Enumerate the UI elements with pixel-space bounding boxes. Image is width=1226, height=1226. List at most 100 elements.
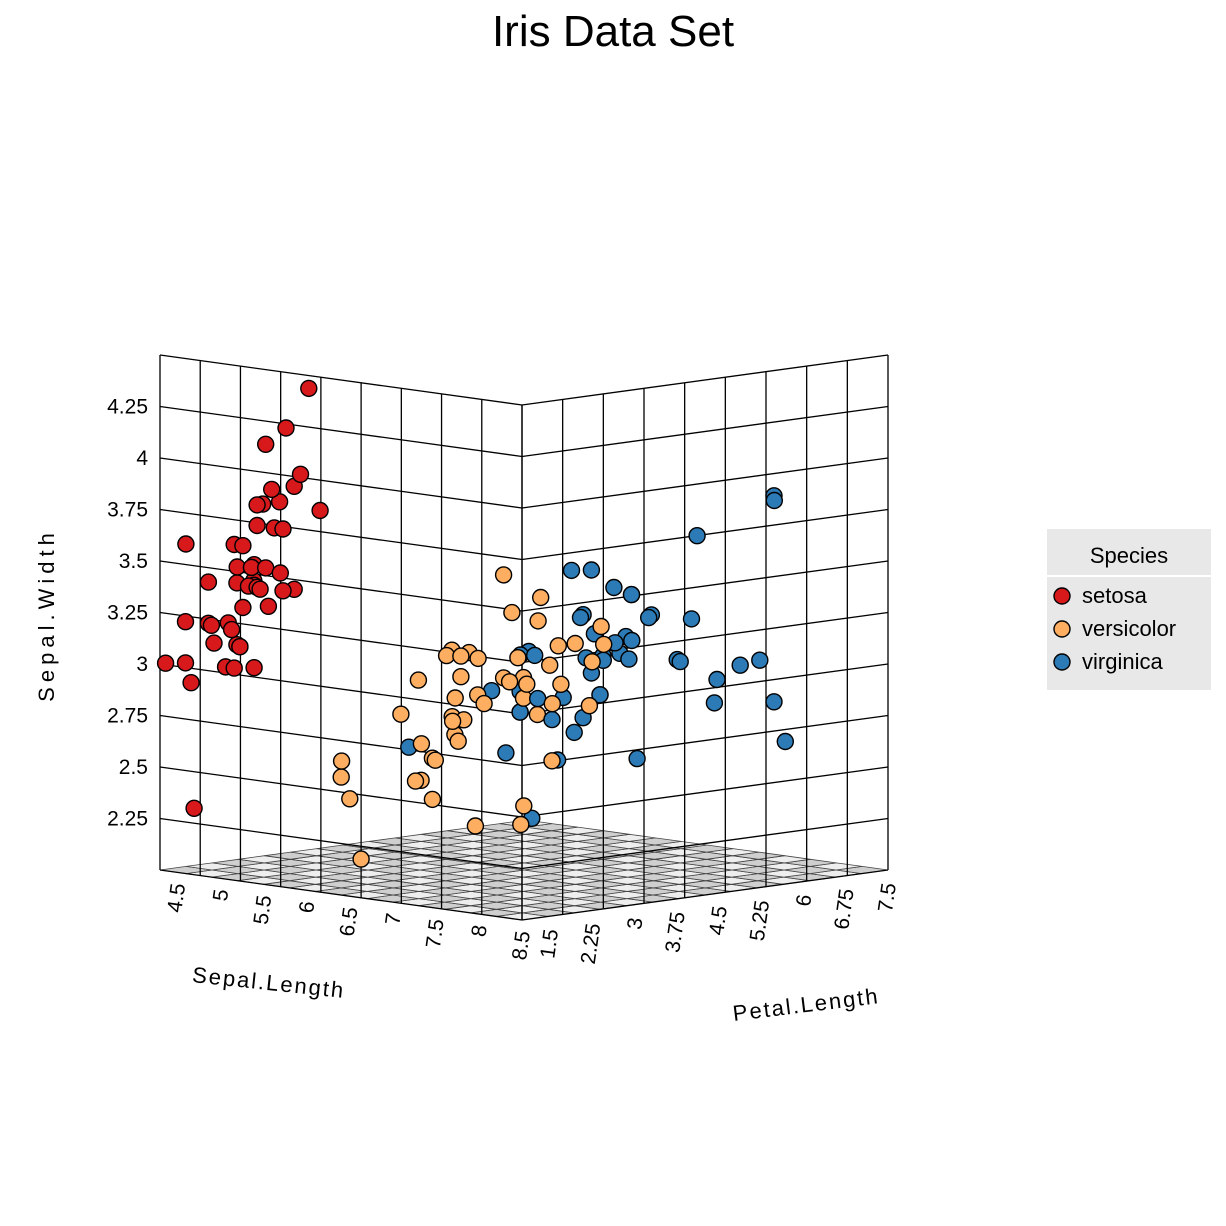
x-tick-label: 7 — [381, 912, 405, 927]
point-versicolor — [515, 797, 533, 815]
point-versicolor — [543, 695, 561, 713]
point-versicolor — [452, 668, 470, 686]
point-virginica — [571, 608, 590, 627]
point-setosa — [291, 465, 310, 483]
point-versicolor — [466, 817, 485, 835]
legend: Species setosa versicolor virginica — [1047, 529, 1211, 690]
point-setosa — [234, 598, 252, 617]
point-versicolor — [541, 656, 559, 674]
point-versicolor — [580, 697, 599, 715]
right-wall-hline — [521, 817, 889, 870]
point-versicolor — [566, 634, 584, 653]
y-tick-label: 2.5 — [119, 756, 148, 779]
point-versicolor — [332, 768, 350, 786]
point-virginica — [671, 652, 689, 671]
point-versicolor — [552, 675, 570, 693]
legend-key-virginica — [1053, 653, 1071, 671]
left-wall-hline — [159, 714, 523, 767]
point-versicolor — [475, 694, 493, 713]
point-setosa — [248, 516, 266, 535]
point-virginica — [731, 656, 749, 674]
point-virginica — [529, 689, 547, 708]
data-points — [156, 379, 794, 868]
y-tick-label: 3 — [136, 653, 148, 676]
legend-label-setosa: setosa — [1082, 583, 1148, 608]
x-tick-label: 8 — [467, 924, 491, 939]
point-versicolor — [409, 671, 428, 689]
y-tick-label: 4 — [136, 447, 148, 470]
point-versicolor — [509, 649, 527, 667]
left-wall-hline — [159, 766, 523, 818]
point-versicolor — [412, 735, 431, 753]
point-setosa — [202, 616, 221, 634]
point-versicolor — [406, 772, 425, 790]
point-setosa — [231, 638, 249, 656]
left-wall-hline — [159, 508, 523, 561]
right-wall-hline — [521, 560, 889, 612]
point-virginica — [562, 561, 581, 580]
legend-background — [1047, 529, 1211, 690]
point-setosa — [245, 659, 263, 677]
point-virginica — [765, 693, 783, 711]
y-tick-label: 2.25 — [107, 808, 148, 831]
point-virginica — [622, 585, 641, 604]
point-setosa — [274, 582, 292, 600]
y-tick-label: 3.5 — [119, 550, 148, 573]
z-tick-label: 5.25 — [746, 899, 774, 943]
z-tick-label: 2.25 — [577, 922, 605, 966]
x-tick-label: 6.5 — [336, 906, 363, 938]
point-virginica — [708, 670, 726, 689]
point-setosa — [234, 537, 252, 555]
point-virginica — [497, 744, 515, 762]
left-wall-hline — [159, 405, 523, 458]
point-versicolor — [452, 647, 470, 665]
point-virginica — [620, 650, 638, 668]
point-versicolor — [426, 751, 444, 769]
point-versicolor — [392, 705, 410, 723]
point-versicolor — [469, 649, 487, 668]
point-setosa — [248, 496, 266, 514]
point-versicolor — [512, 815, 530, 834]
y-tick-label: 4.25 — [107, 396, 148, 419]
point-virginica — [765, 491, 783, 510]
left-wall-hline — [159, 354, 523, 406]
z-tick-label: 3 — [623, 916, 647, 931]
point-setosa — [228, 558, 246, 576]
chart-title: Iris Data Set — [492, 7, 734, 56]
point-setosa — [300, 379, 318, 398]
point-versicolor — [423, 790, 442, 809]
point-virginica — [705, 694, 724, 712]
x-tick-label: 7.5 — [422, 918, 449, 950]
point-setosa — [274, 520, 292, 538]
point-virginica — [751, 651, 769, 669]
point-versicolor — [518, 675, 536, 693]
z-tick-label: 4.5 — [705, 905, 732, 937]
point-versicolor — [494, 566, 513, 584]
point-versicolor — [549, 637, 567, 655]
point-versicolor — [332, 752, 351, 770]
point-versicolor — [583, 653, 601, 671]
z-tick-label: 6 — [792, 893, 816, 908]
left-wall-hline — [159, 869, 523, 921]
point-virginica — [682, 610, 701, 628]
point-setosa — [251, 580, 269, 598]
right-wall-hline — [521, 714, 889, 767]
point-setosa — [257, 435, 275, 453]
point-virginica — [591, 686, 609, 704]
point-setosa — [177, 535, 195, 553]
left-wall-hline — [159, 457, 523, 509]
right-wall-hline — [521, 869, 889, 921]
point-setosa — [156, 654, 175, 672]
x-tick-label: 4.5 — [163, 882, 190, 914]
point-setosa — [182, 674, 200, 692]
point-versicolor — [437, 646, 456, 665]
point-virginica — [605, 578, 623, 597]
point-versicolor — [532, 588, 550, 607]
point-setosa — [222, 620, 241, 639]
point-setosa — [176, 654, 195, 672]
point-virginica — [640, 608, 658, 627]
point-setosa — [259, 597, 278, 615]
point-setosa — [271, 564, 289, 582]
x-tick-label: 6 — [295, 900, 319, 915]
point-setosa — [263, 480, 281, 499]
